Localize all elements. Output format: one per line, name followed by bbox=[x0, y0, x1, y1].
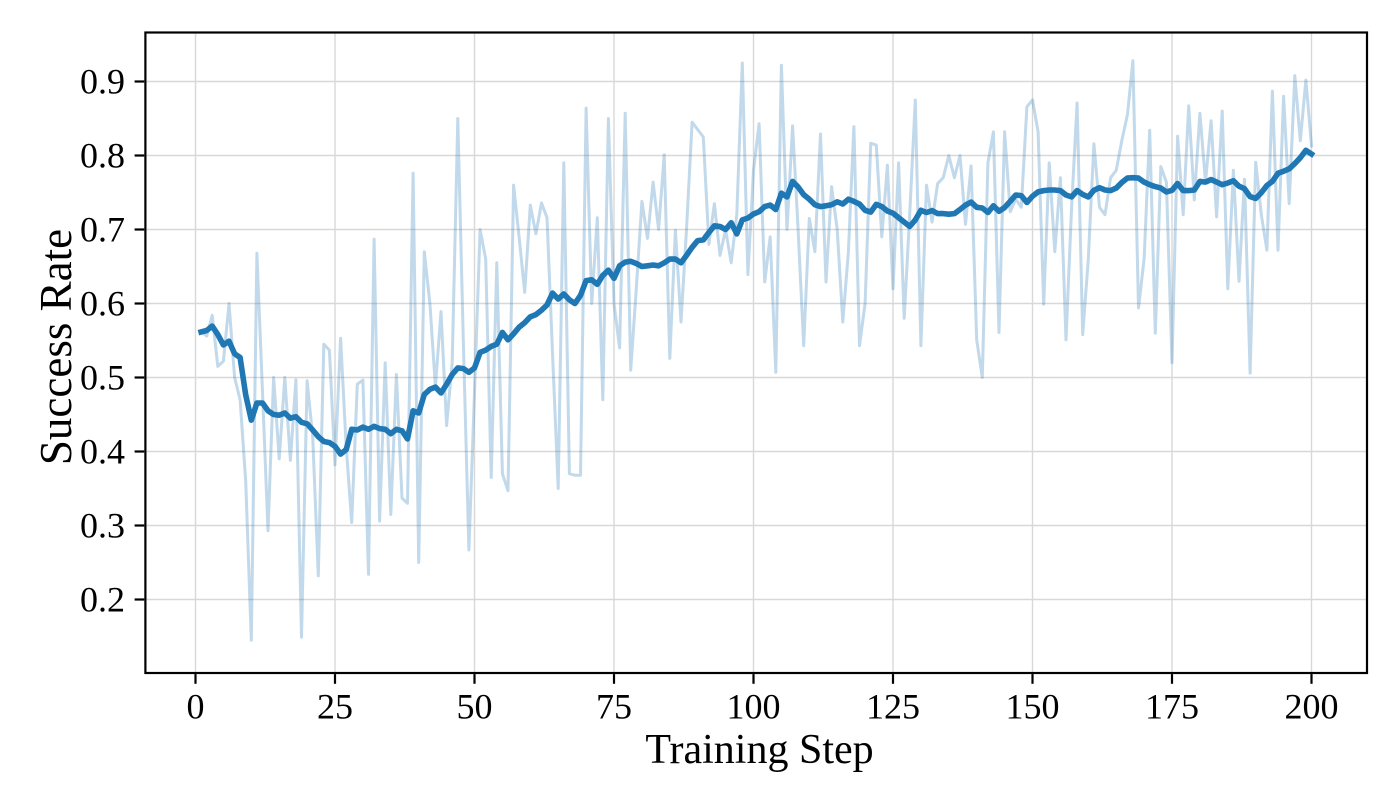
svg-text:0.6: 0.6 bbox=[80, 284, 125, 324]
svg-text:0.8: 0.8 bbox=[80, 136, 125, 176]
svg-text:Success Rate: Success Rate bbox=[31, 229, 81, 465]
svg-text:Training Step: Training Step bbox=[645, 727, 873, 773]
svg-text:200: 200 bbox=[1285, 686, 1339, 726]
svg-text:175: 175 bbox=[1145, 686, 1199, 726]
svg-text:100: 100 bbox=[727, 686, 781, 726]
svg-text:150: 150 bbox=[1006, 686, 1060, 726]
svg-text:25: 25 bbox=[317, 686, 353, 726]
svg-text:0.3: 0.3 bbox=[80, 506, 125, 546]
svg-text:0.2: 0.2 bbox=[80, 580, 125, 620]
svg-text:0.5: 0.5 bbox=[80, 358, 125, 398]
svg-text:0.4: 0.4 bbox=[80, 432, 125, 472]
svg-text:50: 50 bbox=[457, 686, 493, 726]
svg-text:0: 0 bbox=[187, 686, 205, 726]
svg-text:0.7: 0.7 bbox=[80, 210, 125, 250]
svg-text:75: 75 bbox=[596, 686, 632, 726]
svg-text:125: 125 bbox=[866, 686, 920, 726]
svg-text:0.9: 0.9 bbox=[80, 62, 125, 102]
